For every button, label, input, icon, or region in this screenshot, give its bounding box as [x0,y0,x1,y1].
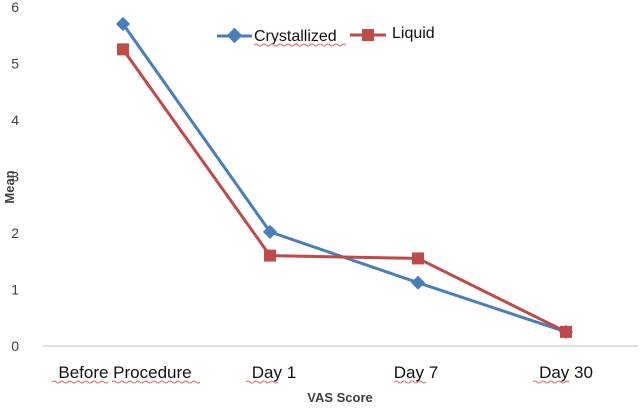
y-tick-label: 1 [11,282,19,298]
y-tick-label: 3 [11,169,19,185]
series-line-liquid [121,48,567,334]
x-tick-label: Day 7 [394,363,438,382]
y-tick-group: 0 1 2 3 4 5 6 [11,0,19,354]
y-axis-label: Mean [2,170,17,203]
series-group [121,23,567,334]
series-line-crystallized [121,23,567,334]
y-tick-label: 5 [11,56,19,72]
legend-label-liquid: Liquid [392,25,435,42]
x-axis-label: VAS Score [307,390,373,405]
x-tick-label: Day 30 [539,363,593,382]
legend-item-crystallized: Crystallized [217,27,337,45]
data-point-liquid [560,325,572,338]
legend-label-crystallized: Crystallized [254,28,337,45]
y-tick-label: 4 [11,112,19,128]
y-tick-label: 0 [11,338,19,354]
data-point-liquid [412,252,424,265]
data-point-liquid [264,249,276,262]
y-tick-label: 6 [11,0,19,15]
legend-marker-liquid [362,29,374,41]
x-tick-label: Before Procedure [58,363,191,382]
legend-marker-crystallized [226,27,243,44]
data-point-liquid [117,43,129,56]
data-point-crystallized [410,275,426,290]
marker-group [115,16,574,339]
x-tick-label: Day 1 [252,363,296,382]
x-tick-group: Before Procedure Day 1 Day 7 Day 30 [58,363,593,382]
legend-item-liquid: Liquid [350,25,435,42]
legend: Crystallized Liquid [217,25,435,45]
spellcheck-underlines [51,43,570,384]
y-tick-label: 2 [11,225,19,241]
data-point-crystallized [262,224,278,239]
